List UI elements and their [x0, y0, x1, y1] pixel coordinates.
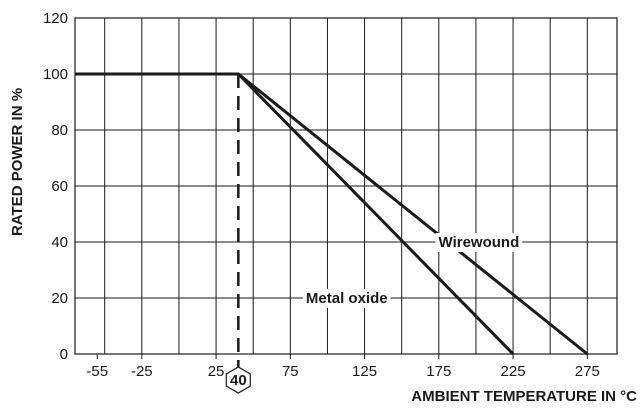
x-axis-title: AMBIENT TEMPERATURE IN °C: [411, 388, 637, 405]
vertical-marker-label: 40: [230, 372, 247, 389]
x-tick-label: 25: [208, 363, 225, 380]
series-label-metal-oxide: Metal oxide: [306, 290, 388, 307]
tick-layer: -55 -25 25 75 125 175 225 275 0 20 40 60 80 100 120: [43, 10, 600, 380]
x-tick-label: -55: [86, 363, 108, 380]
y-tick-label: 0: [60, 346, 68, 363]
y-tick-label: 20: [51, 290, 68, 307]
x-tick-label: 225: [501, 363, 526, 380]
x-tick-label: 75: [282, 363, 299, 380]
x-tick-label: 275: [575, 363, 600, 380]
series-line-metal-oxide: [75, 74, 513, 354]
annotation-layer: [226, 74, 250, 393]
y-tick-label: 80: [51, 122, 68, 139]
label-layer: RATED POWER IN % AMBIENT TEMPERATURE IN …: [9, 88, 637, 405]
y-tick-label: 60: [51, 178, 68, 195]
x-tick-label: -25: [131, 363, 153, 380]
series-line-wirewound: [75, 74, 587, 354]
y-tick-label: 40: [51, 234, 68, 251]
series-label-wirewound: Wirewound: [439, 234, 520, 251]
series-layer: [75, 74, 587, 354]
y-tick-label: 100: [43, 66, 68, 83]
y-axis-title: RATED POWER IN %: [9, 88, 26, 236]
x-tick-label: 125: [352, 363, 377, 380]
y-tick-label: 120: [43, 10, 68, 27]
x-tick-label: 175: [426, 363, 451, 380]
